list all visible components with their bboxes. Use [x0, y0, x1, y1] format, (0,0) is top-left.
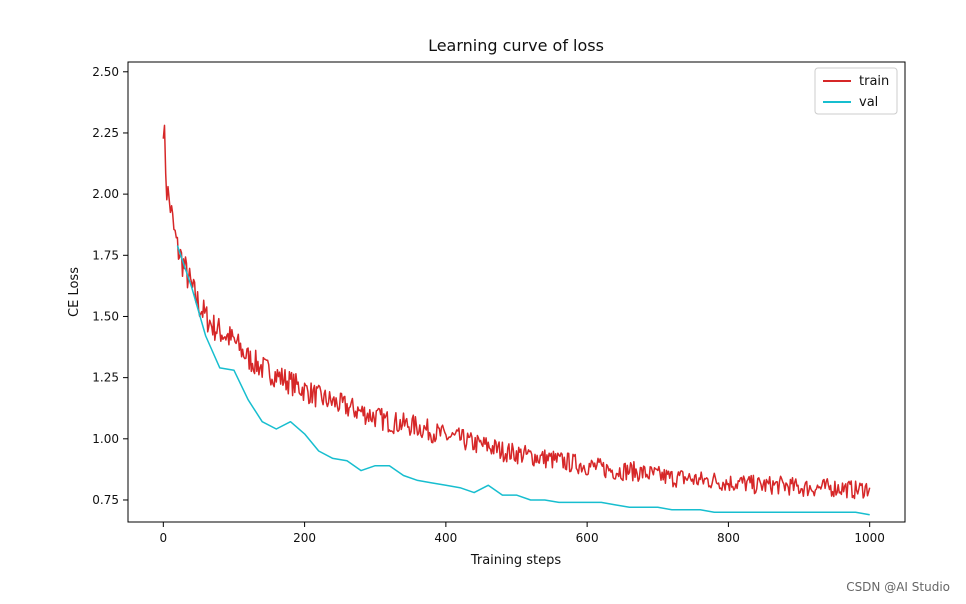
- series-layer: [162, 124, 871, 516]
- y-tick-label: 1.25: [92, 371, 119, 385]
- x-tick-label: 1000: [854, 531, 885, 545]
- x-axis-label: Training steps: [470, 553, 562, 568]
- chart-title: Learning curve of loss: [428, 36, 604, 55]
- x-axis: 0 200 400 600 800 1000: [159, 522, 885, 545]
- y-tick-label: 2.25: [92, 126, 119, 140]
- series-line-val: [176, 245, 870, 516]
- y-tick-label: 0.75: [92, 493, 119, 507]
- y-tick-label: 2.00: [92, 187, 119, 201]
- x-tick-label: 600: [576, 531, 599, 545]
- y-tick-label: 2.50: [92, 65, 119, 79]
- legend: train val: [814, 67, 898, 115]
- x-tick-label: 0: [159, 531, 167, 545]
- y-axis: 0.75 1.00 1.25 1.50 1.75 2.00 2.25 2.50: [92, 65, 128, 507]
- series-line-train: [162, 124, 871, 500]
- plot-frame: [127, 61, 906, 523]
- y-tick-label: 1.00: [92, 432, 119, 446]
- x-tick-label: 400: [434, 531, 457, 545]
- legend-label-train: train: [859, 74, 889, 89]
- x-tick-label: 200: [293, 531, 316, 545]
- watermark: CSDN @AI Studio: [846, 580, 950, 594]
- y-axis-label: CE Loss: [67, 267, 82, 317]
- y-tick-label: 1.50: [92, 309, 119, 323]
- legend-label-val: val: [859, 95, 878, 110]
- x-tick-label: 800: [717, 531, 740, 545]
- y-tick-label: 1.75: [92, 248, 119, 262]
